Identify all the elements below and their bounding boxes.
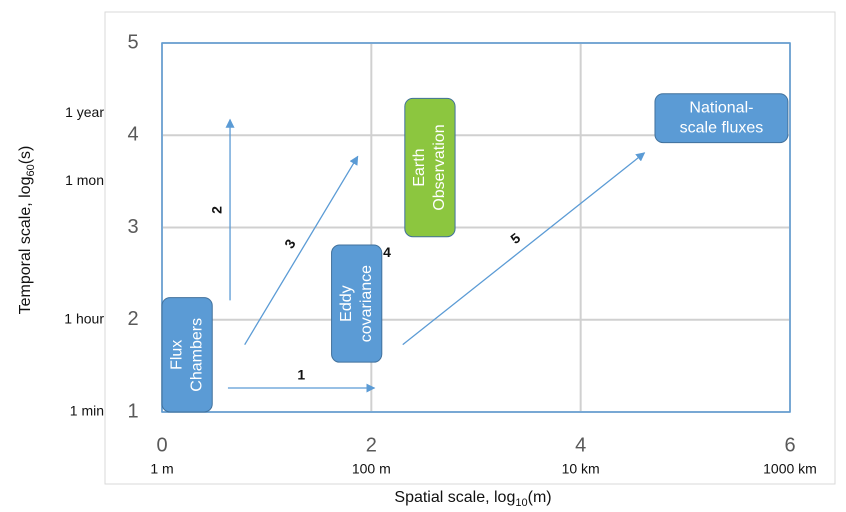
box-label: Earth (411, 148, 428, 186)
y-unit-label: 1 hour (64, 310, 104, 326)
figure-frame (104, 11, 836, 485)
scale-box (654, 93, 789, 144)
annotation: 4 (383, 244, 391, 260)
axis-title-text: Spatial scale, log (394, 489, 515, 506)
scale-box (161, 297, 213, 413)
axis-title-sub: 60 (25, 164, 37, 176)
y-tick-label: 5 (127, 31, 138, 53)
x-unit-label: 1000 km (763, 461, 817, 477)
arrow-label: 3 (281, 236, 299, 251)
x-tick-label: 2 (366, 434, 377, 456)
box-label: Chambers (188, 318, 205, 392)
x-tick-label: 4 (575, 434, 586, 456)
arrow (402, 152, 646, 346)
box-label: Flux (168, 340, 185, 370)
axis-title-suffix: (s) (17, 146, 34, 165)
y-unit-label: 1 min (70, 403, 104, 419)
box-label: scale fluxes (680, 119, 764, 136)
y-tick-label: 3 (127, 216, 138, 238)
y-unit-label: 1 mon (65, 172, 104, 188)
y-tick-label: 1 (127, 400, 138, 422)
box-label: National- (689, 99, 753, 116)
x-unit-label: 100 m (352, 461, 391, 477)
axis-title-text: Temporal scale, log (17, 177, 34, 315)
arrow-label: 1 (297, 367, 305, 383)
scale-box (331, 244, 383, 363)
x-unit-label: 10 km (562, 461, 600, 477)
arrow-label: 2 (209, 206, 225, 214)
arrow-label: 5 (507, 229, 523, 247)
arrow (244, 155, 359, 345)
x-unit-label: 1 m (150, 461, 173, 477)
box-label: Eddy (338, 285, 355, 321)
x-tick-label: 0 (156, 434, 167, 456)
y-label: Temporal scale, log60(s) (17, 146, 37, 315)
plot-frame (161, 42, 791, 413)
scale-box (404, 97, 456, 238)
box-label: Observation (431, 124, 448, 210)
y-unit-label: 1 year (65, 104, 104, 120)
x-tick-label: 6 (784, 434, 795, 456)
y-tick-label: 2 (127, 308, 138, 330)
y-tick-label: 4 (127, 124, 138, 146)
box-label: covariance (358, 265, 375, 342)
x-label: Spatial scale, log10(m) (394, 489, 551, 509)
axis-title-sub: 10 (515, 497, 527, 509)
axis-title-suffix: (m) (528, 489, 552, 506)
